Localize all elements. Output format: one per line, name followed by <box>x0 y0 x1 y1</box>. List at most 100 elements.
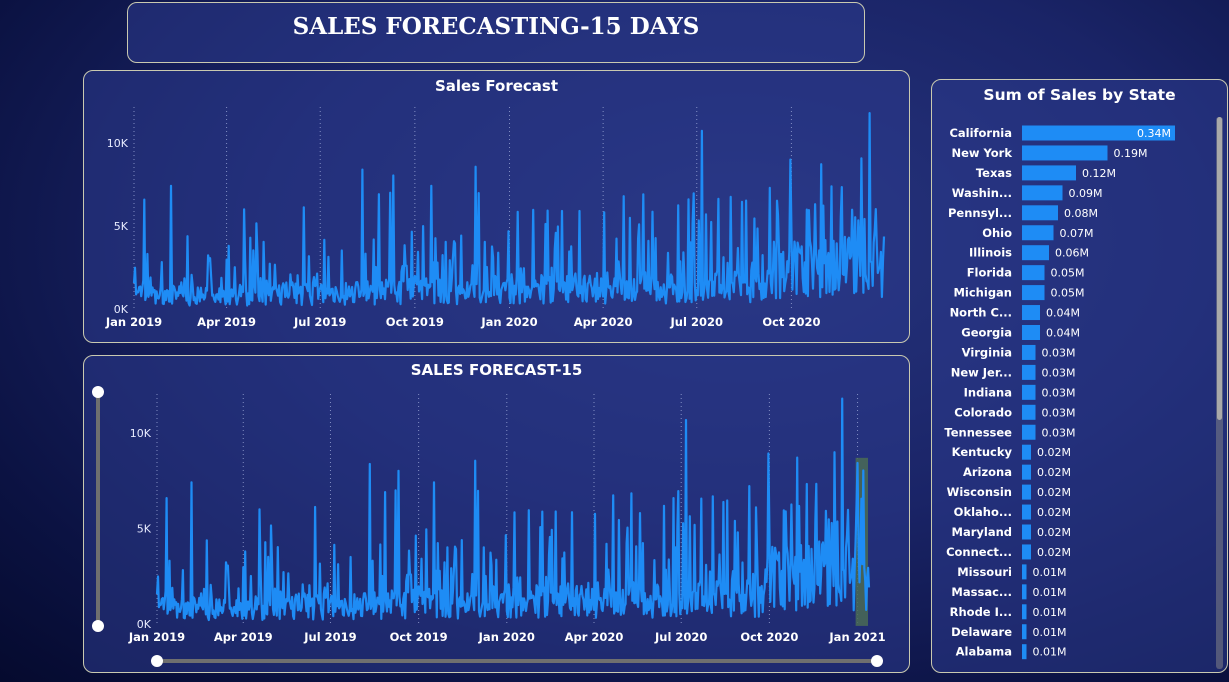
state-label: North C... <box>950 306 1012 320</box>
bar-value-label: 0.02M <box>1037 446 1071 459</box>
state-label: Delaware <box>951 625 1012 639</box>
state-label: Oklaho... <box>954 505 1012 519</box>
state-label: California <box>949 126 1012 140</box>
state-bar <box>1022 604 1027 620</box>
state-bar <box>1022 364 1036 380</box>
state-bar <box>1022 285 1045 301</box>
horizontal-slider-handle-right[interactable] <box>871 655 883 667</box>
x-tick-label: Jan 2019 <box>105 315 162 329</box>
state-bar <box>1022 145 1108 161</box>
state-bar <box>1022 165 1076 181</box>
state-bar <box>1022 624 1027 640</box>
sales-by-state-panel: Sum of Sales by State California 0.34M New… <box>931 79 1228 673</box>
vertical-slider-handle-bottom[interactable] <box>92 620 104 632</box>
y-tick-label: 0K <box>114 303 129 316</box>
state-label: Arizona <box>963 465 1012 479</box>
state-bar <box>1022 125 1175 141</box>
bar-value-label: 0.02M <box>1037 506 1071 519</box>
state-label: Maryland <box>952 525 1013 539</box>
bar-value-label: 0.02M <box>1037 526 1071 539</box>
x-tick-label: Jul 2019 <box>303 630 356 644</box>
y-tick-label: 10K <box>130 427 152 440</box>
state-bar <box>1022 265 1045 281</box>
x-tick-label: Jul 2020 <box>670 315 723 329</box>
title-box: SALES FORECASTING-15 DAYS <box>127 2 865 63</box>
state-bar <box>1022 464 1031 480</box>
state-bar <box>1022 504 1031 520</box>
bar-value-label: 0.12M <box>1082 167 1116 180</box>
x-tick-label: Jul 2019 <box>293 315 346 329</box>
state-bar <box>1022 424 1036 440</box>
sales-line <box>155 397 871 622</box>
x-tick-label: Oct 2019 <box>386 315 444 329</box>
bar-value-label: 0.09M <box>1069 187 1103 200</box>
sales-forecast-title: Sales Forecast <box>434 77 559 95</box>
state-bar <box>1022 344 1036 360</box>
state-label: Indiana <box>964 385 1012 399</box>
x-tick-label: Jul 2020 <box>654 630 707 644</box>
y-tick-label: 10K <box>107 137 129 150</box>
bar-value-label: 0.02M <box>1037 486 1071 499</box>
state-label: New Jer... <box>951 365 1012 379</box>
state-bar <box>1022 325 1040 340</box>
state-label: Connect... <box>946 545 1012 559</box>
x-tick-label: Jan 2019 <box>128 630 185 644</box>
bar-value-label: 0.34M <box>1137 127 1171 140</box>
state-bar <box>1022 644 1027 660</box>
state-label: Michigan <box>953 286 1012 300</box>
state-bar <box>1022 484 1031 500</box>
state-bar <box>1022 205 1058 221</box>
bar-value-label: 0.06M <box>1055 247 1089 260</box>
scrollbar-thumb[interactable] <box>1217 117 1222 420</box>
state-label: Georgia <box>961 326 1012 340</box>
bar-value-label: 0.01M <box>1033 586 1067 599</box>
bar-value-label: 0.01M <box>1033 646 1067 659</box>
bar-value-label: 0.03M <box>1042 406 1076 419</box>
state-bar <box>1022 544 1031 560</box>
horizontal-slider-handle-left[interactable] <box>151 655 163 667</box>
bar-value-label: 0.03M <box>1042 366 1076 379</box>
bar-value-label: 0.04M <box>1046 307 1080 320</box>
state-label: Ohio <box>982 226 1012 240</box>
x-tick-label: Oct 2020 <box>762 315 820 329</box>
bar-value-label: 0.05M <box>1051 287 1085 300</box>
x-tick-label: Apr 2020 <box>574 315 633 329</box>
sales-by-state-chart[interactable]: California 0.34M New York 0.19M Texas 0.12M Wa… <box>932 80 1229 674</box>
bar-value-label: 0.04M <box>1046 327 1080 340</box>
bar-value-label: 0.01M <box>1033 626 1067 639</box>
page-title: SALES FORECASTING-15 DAYS <box>292 13 700 40</box>
x-tick-label: Oct 2020 <box>740 630 798 644</box>
sales-forecast-15-chart[interactable]: Jan 2019 Apr 2019 Jul 2019 Oct 2019 Jan 2020… <box>84 356 911 674</box>
bar-value-label: 0.01M <box>1033 606 1067 619</box>
bar-value-label: 0.05M <box>1051 267 1085 280</box>
state-label: Missouri <box>957 565 1012 579</box>
state-label: Rhode I... <box>950 605 1012 619</box>
sales-line <box>132 112 886 307</box>
bar-value-label: 0.03M <box>1042 386 1076 399</box>
state-bar <box>1022 225 1054 241</box>
state-label: Pennsyl... <box>948 206 1012 220</box>
sales-by-state-title: Sum of Sales by State <box>983 86 1176 104</box>
state-bar <box>1022 404 1036 420</box>
y-tick-label: 5K <box>137 523 152 536</box>
state-label: Alabama <box>956 645 1012 659</box>
sales-forecast-panel: Sales Forecast Jan 2019 Apr 2019 Jul 2019 O… <box>83 70 910 343</box>
x-tick-label: Jan 2020 <box>478 630 535 644</box>
state-label: New York <box>951 146 1012 160</box>
state-label: Illinois <box>969 246 1012 260</box>
state-label: Washin... <box>952 186 1012 200</box>
sales-forecast-15-title: SALES FORECAST-15 <box>410 361 583 379</box>
bar-value-label: 0.03M <box>1042 426 1076 439</box>
x-tick-label: Jan 2021 <box>828 630 885 644</box>
bar-value-label: 0.02M <box>1037 546 1071 559</box>
state-bar <box>1022 564 1027 580</box>
bar-value-label: 0.08M <box>1064 207 1098 220</box>
x-tick-label: Apr 2020 <box>565 630 624 644</box>
x-tick-label: Apr 2019 <box>197 315 256 329</box>
bar-value-label: 0.03M <box>1042 346 1076 359</box>
state-label: Colorado <box>954 405 1012 419</box>
bar-value-label: 0.07M <box>1060 227 1094 240</box>
state-label: Virginia <box>962 345 1012 359</box>
sales-forecast-chart[interactable]: Jan 2019 Apr 2019 Jul 2019 Oct 2019 Jan 2020… <box>84 71 911 344</box>
vertical-slider-handle-top[interactable] <box>92 386 104 398</box>
